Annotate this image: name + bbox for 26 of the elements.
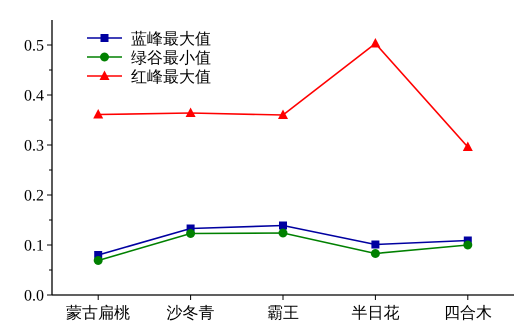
- legend-label: 蓝峰最大值: [131, 30, 211, 48]
- point: [94, 256, 103, 265]
- point: [278, 110, 288, 119]
- legend-label: 绿谷最小值: [131, 49, 211, 67]
- point: [279, 222, 287, 230]
- x-tick-label: 蒙古扁桃: [66, 304, 130, 322]
- point: [371, 240, 380, 248]
- point: [186, 108, 196, 117]
- x-tick-label: 四合木: [444, 304, 492, 322]
- y-tick-label: 0.0: [24, 288, 44, 304]
- point: [463, 240, 472, 250]
- y-tick-label: 0.4: [24, 88, 44, 104]
- point: [370, 38, 380, 48]
- point: [278, 228, 288, 238]
- y-tick-label: 0.2: [24, 188, 44, 204]
- point: [93, 109, 104, 118]
- point: [370, 249, 380, 258]
- y-tick-label: 0.5: [24, 38, 44, 54]
- legend-label: 红峰最大值: [131, 68, 211, 86]
- y-tick-label: 0.1: [24, 238, 44, 254]
- point: [462, 142, 473, 151]
- point: [186, 229, 196, 238]
- y-tick-label: 0.3: [24, 138, 44, 154]
- x-tick-label: 霸王: [267, 305, 299, 322]
- x-tick-label: 半日花: [351, 304, 400, 322]
- x-tick-label: 沙冬青: [166, 304, 215, 322]
